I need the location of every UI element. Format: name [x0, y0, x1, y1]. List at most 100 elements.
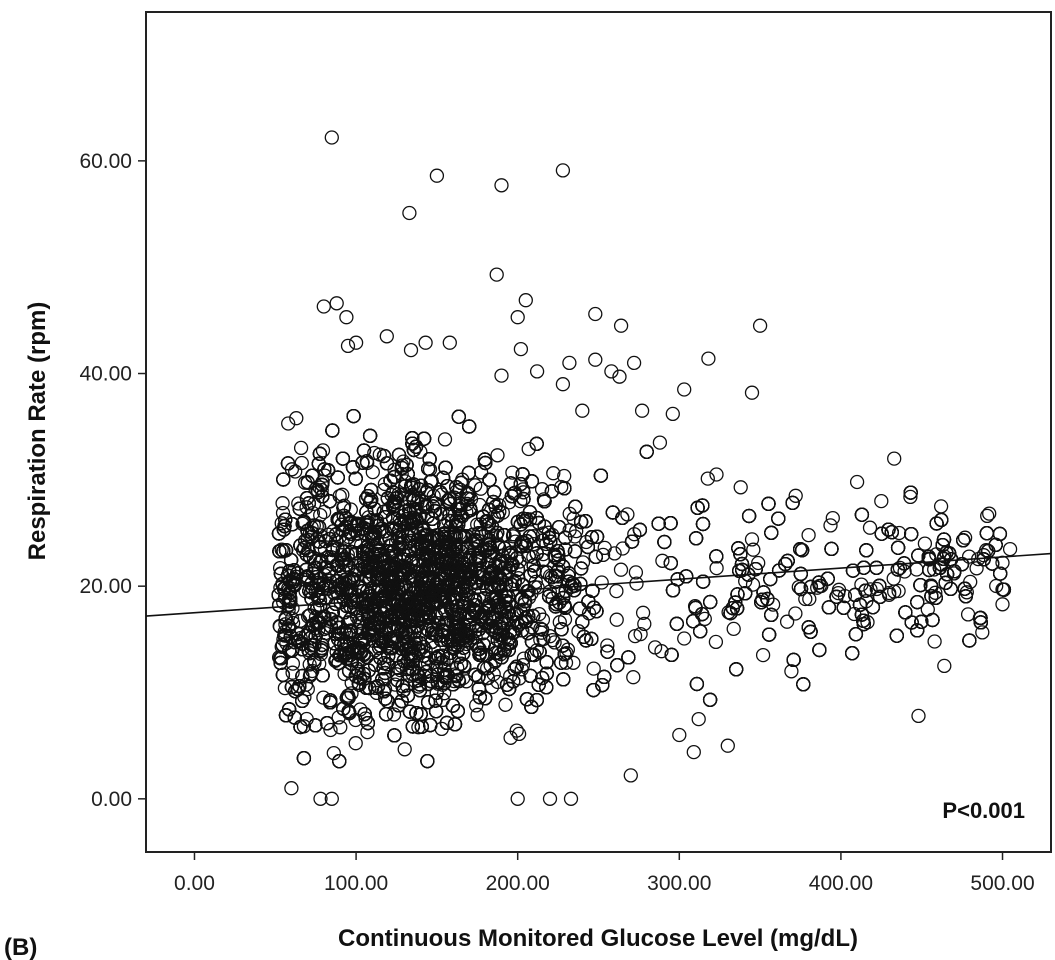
data-point	[788, 606, 803, 621]
data-point	[629, 576, 644, 591]
data-point	[887, 584, 902, 599]
data-point	[744, 532, 760, 547]
data-point	[437, 432, 453, 447]
data-point	[961, 549, 977, 564]
data-point	[516, 651, 532, 666]
data-point	[291, 496, 306, 511]
data-point	[295, 516, 310, 532]
data-point	[393, 663, 408, 678]
data-point	[609, 583, 624, 599]
data-point	[503, 730, 518, 745]
data-point	[609, 612, 624, 627]
data-point	[557, 468, 572, 484]
data-point	[511, 726, 527, 742]
data-point	[928, 585, 943, 600]
data-point	[595, 547, 611, 563]
data-point	[635, 605, 651, 620]
data-point	[397, 742, 412, 757]
data-point	[490, 448, 505, 463]
data-point	[288, 464, 303, 479]
data-point	[340, 547, 355, 562]
data-point	[473, 481, 488, 496]
data-point	[546, 466, 561, 481]
data-point	[562, 523, 577, 538]
data-point	[285, 656, 301, 671]
data-point	[566, 655, 581, 670]
data-point	[982, 506, 997, 521]
data-point	[348, 736, 363, 751]
data-point	[473, 465, 489, 480]
data-point	[532, 606, 547, 622]
data-point	[274, 516, 289, 531]
data-point	[615, 541, 630, 556]
data-point	[823, 518, 838, 533]
data-point	[980, 508, 995, 524]
data-point	[536, 631, 551, 647]
data-point	[459, 674, 474, 689]
data-point	[274, 542, 289, 557]
data-point	[654, 644, 669, 659]
data-point	[957, 530, 973, 545]
data-point	[863, 582, 878, 597]
data-point	[779, 614, 795, 629]
data-point	[594, 575, 609, 590]
data-point	[586, 661, 601, 676]
data-point	[571, 624, 586, 639]
data-point	[367, 445, 382, 461]
data-point	[413, 444, 428, 459]
data-point	[837, 588, 853, 604]
data-point	[637, 616, 652, 632]
data-point	[505, 465, 520, 480]
data-point	[746, 542, 761, 557]
data-point	[700, 471, 715, 486]
data-point	[655, 553, 670, 568]
data-point	[628, 565, 644, 580]
data-point	[349, 610, 365, 625]
data-point	[275, 496, 290, 511]
data-point	[891, 583, 906, 599]
data-point	[708, 634, 724, 650]
data-point	[337, 666, 352, 682]
data-point	[542, 629, 558, 644]
data-point	[755, 647, 771, 663]
data-point	[521, 590, 537, 605]
data-point	[389, 667, 404, 682]
data-point	[975, 625, 990, 640]
data-point	[469, 698, 484, 713]
data-point	[305, 505, 321, 521]
data-point	[315, 443, 331, 458]
data-point	[784, 664, 799, 679]
data-point	[798, 591, 813, 607]
data-point	[802, 591, 817, 607]
data-point	[470, 707, 485, 722]
data-point	[326, 745, 341, 761]
data-point	[600, 638, 615, 653]
data-point	[557, 612, 573, 627]
data-point	[627, 628, 643, 644]
data-point	[437, 686, 452, 701]
data-point	[892, 560, 908, 576]
data-point	[314, 482, 329, 498]
data-point	[560, 642, 576, 657]
data-point	[344, 686, 359, 701]
data-point	[960, 607, 976, 622]
data-point	[436, 654, 451, 669]
data-point	[1002, 541, 1018, 557]
data-point	[521, 441, 536, 457]
data-point	[677, 631, 692, 646]
data-point	[575, 555, 591, 570]
data-point	[360, 724, 375, 740]
data-point	[562, 506, 577, 521]
data-point	[709, 560, 724, 576]
data-point	[333, 720, 348, 735]
data-point	[386, 707, 402, 722]
data-point	[626, 670, 641, 685]
data-point	[897, 564, 912, 579]
data-point	[313, 507, 328, 523]
data-point	[751, 555, 766, 571]
data-point	[365, 464, 380, 480]
data-point	[323, 722, 338, 738]
data-point	[294, 455, 309, 471]
data-point	[490, 674, 505, 690]
